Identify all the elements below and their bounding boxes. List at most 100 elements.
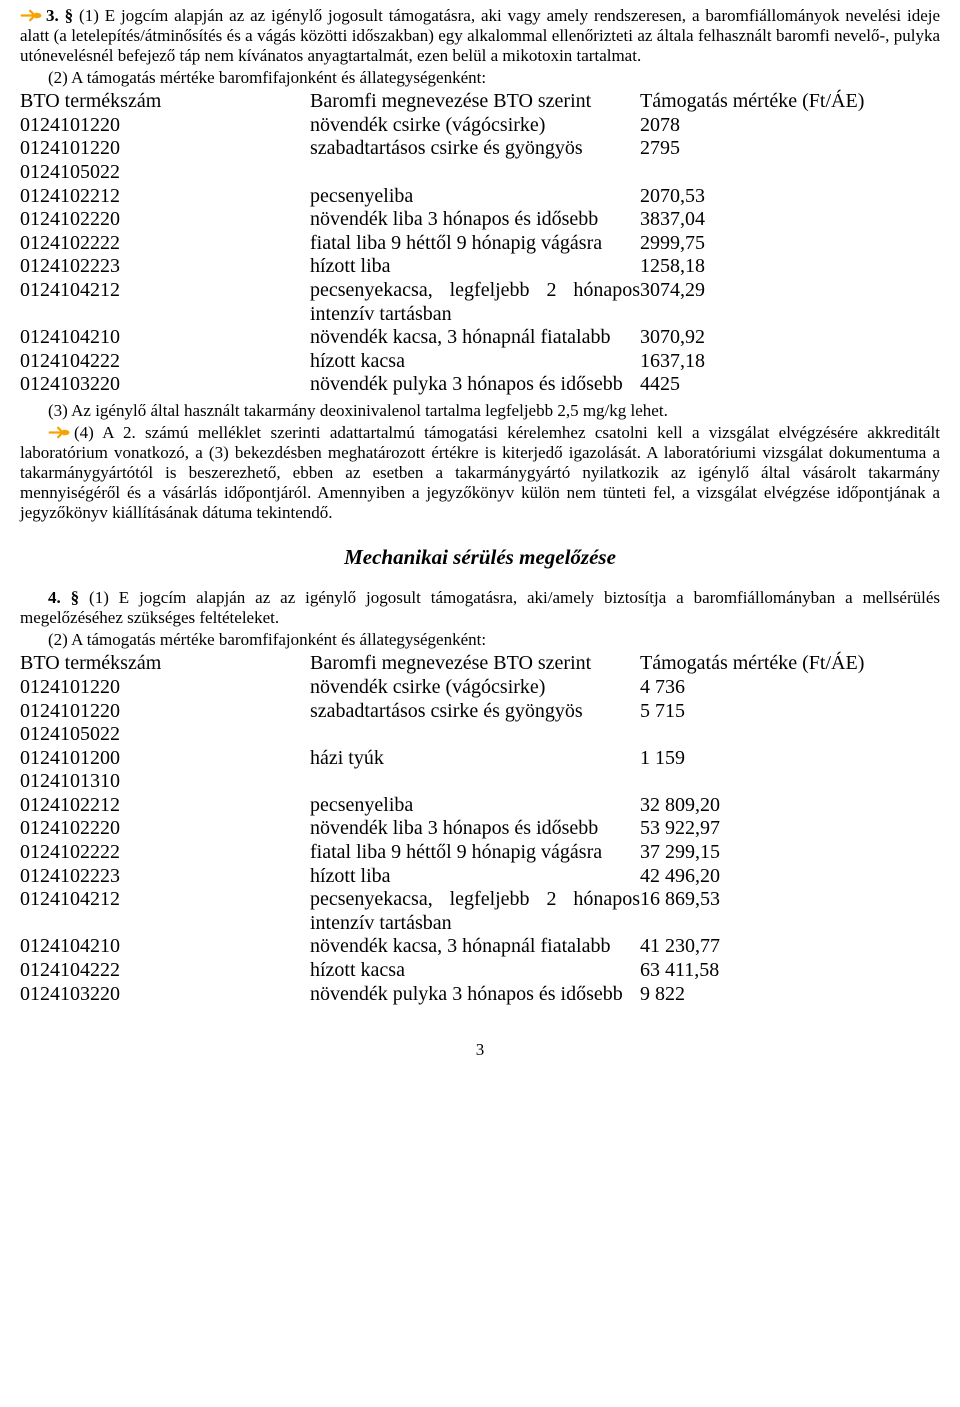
table-row: 0124102223hízott liba42 496,20 bbox=[20, 865, 940, 889]
cell-code: 0124102222 bbox=[20, 841, 310, 865]
para-3-1: 3. § (1) E jogcím alapján az az igénylő … bbox=[20, 6, 940, 66]
para-3-lead: 3. § bbox=[46, 6, 73, 25]
cell-name: növendék pulyka 3 hónapos és idősebb bbox=[310, 983, 640, 1007]
table-row: 0124104212pecsenyekacsa, legfeljebb 2 hó… bbox=[20, 888, 940, 935]
table-row: 0124104210növendék kacsa, 3 hónapnál fia… bbox=[20, 326, 940, 350]
cell-amount: 1 159 bbox=[640, 747, 940, 794]
table-2-h3: Támogatás mértéke (Ft/ÁE) bbox=[640, 652, 940, 676]
hand-icon bbox=[48, 425, 74, 440]
table-row: 0124104222hízott kacsa1637,18 bbox=[20, 350, 940, 374]
para-4-2: (2) A támogatás mértéke baromfifajonként… bbox=[20, 630, 940, 650]
cell-name: növendék liba 3 hónapos és idősebb bbox=[310, 817, 640, 841]
table-row: 0124104222hízott kacsa63 411,58 bbox=[20, 959, 940, 983]
table-row: 0124101220 0124105022szabadtartásos csir… bbox=[20, 137, 940, 184]
para-3-3: (3) Az igénylő által használt takarmány … bbox=[20, 401, 940, 421]
cell-name: növendék kacsa, 3 hónapnál fiatalabb bbox=[310, 935, 640, 959]
cell-code: 0124101200 0124101310 bbox=[20, 747, 310, 794]
cell-code: 0124102212 bbox=[20, 794, 310, 818]
table-2-h2: Baromfi megnevezése BTO szerint bbox=[310, 652, 640, 676]
table-1-h2: Baromfi megnevezése BTO szerint bbox=[310, 90, 640, 114]
table-2-header: BTO termékszám Baromfi megnevezése BTO s… bbox=[20, 652, 940, 676]
table-2: BTO termékszám Baromfi megnevezése BTO s… bbox=[20, 652, 940, 1006]
cell-amount: 3837,04 bbox=[640, 208, 940, 232]
table-row: 0124102222fiatal liba 9 héttől 9 hónapig… bbox=[20, 232, 940, 256]
cell-amount: 5 715 bbox=[640, 700, 940, 747]
cell-code: 0124101220 0124105022 bbox=[20, 137, 310, 184]
table-2-body: 0124101220növendék csirke (vágócsirke)4 … bbox=[20, 676, 940, 1006]
cell-amount: 9 822 bbox=[640, 983, 940, 1007]
cell-amount: 4425 bbox=[640, 373, 940, 397]
cell-amount: 2795 bbox=[640, 137, 940, 184]
cell-code: 0124103220 bbox=[20, 983, 310, 1007]
para-3-4: (4) A 2. számú melléklet szerinti adatta… bbox=[20, 423, 940, 523]
table-row: 0124102220növendék liba 3 hónapos és idő… bbox=[20, 817, 940, 841]
cell-code: 0124104212 bbox=[20, 279, 310, 326]
cell-code: 0124101220 0124105022 bbox=[20, 700, 310, 747]
cell-name: növendék liba 3 hónapos és idősebb bbox=[310, 208, 640, 232]
cell-amount: 2078 bbox=[640, 114, 940, 138]
cell-amount: 1637,18 bbox=[640, 350, 940, 374]
cell-code: 0124104222 bbox=[20, 959, 310, 983]
para-3-4-text: (4) A 2. számú melléklet szerinti adatta… bbox=[20, 423, 940, 522]
cell-code: 0124104212 bbox=[20, 888, 310, 935]
cell-code: 0124102212 bbox=[20, 185, 310, 209]
cell-name: növendék csirke (vágócsirke) bbox=[310, 676, 640, 700]
cell-amount: 53 922,97 bbox=[640, 817, 940, 841]
table-1-header: BTO termékszám Baromfi megnevezése BTO s… bbox=[20, 90, 940, 114]
table-row: 0124102220növendék liba 3 hónapos és idő… bbox=[20, 208, 940, 232]
hand-icon bbox=[20, 8, 46, 23]
cell-amount: 2070,53 bbox=[640, 185, 940, 209]
table-row: 0124103220növendék pulyka 3 hónapos és i… bbox=[20, 373, 940, 397]
table-row: 0124103220növendék pulyka 3 hónapos és i… bbox=[20, 983, 940, 1007]
cell-code: 0124101220 bbox=[20, 114, 310, 138]
cell-name: pecsenyekacsa, legfeljebb 2 hónapos inte… bbox=[310, 279, 640, 326]
table-row: 0124101220növendék csirke (vágócsirke)20… bbox=[20, 114, 940, 138]
table-row: 0124104210növendék kacsa, 3 hónapnál fia… bbox=[20, 935, 940, 959]
cell-code: 0124103220 bbox=[20, 373, 310, 397]
cell-code: 0124104210 bbox=[20, 935, 310, 959]
cell-amount: 63 411,58 bbox=[640, 959, 940, 983]
cell-name: hízott liba bbox=[310, 255, 640, 279]
table-2-h1: BTO termékszám bbox=[20, 652, 310, 676]
cell-code: 0124102220 bbox=[20, 208, 310, 232]
cell-name: növendék pulyka 3 hónapos és idősebb bbox=[310, 373, 640, 397]
cell-name: hízott kacsa bbox=[310, 959, 640, 983]
cell-code: 0124104222 bbox=[20, 350, 310, 374]
cell-code: 0124104210 bbox=[20, 326, 310, 350]
cell-amount: 2999,75 bbox=[640, 232, 940, 256]
cell-code: 0124101220 bbox=[20, 676, 310, 700]
cell-name: növendék csirke (vágócsirke) bbox=[310, 114, 640, 138]
cell-code: 0124102220 bbox=[20, 817, 310, 841]
table-row: 0124102212pecsenyeliba32 809,20 bbox=[20, 794, 940, 818]
cell-name: fiatal liba 9 héttől 9 hónapig vágásra bbox=[310, 232, 640, 256]
para-4-text: (1) E jogcím alapján az az igénylő jogos… bbox=[20, 588, 940, 627]
table-row: 0124102222fiatal liba 9 héttől 9 hónapig… bbox=[20, 841, 940, 865]
cell-name: fiatal liba 9 héttől 9 hónapig vágásra bbox=[310, 841, 640, 865]
cell-amount: 4 736 bbox=[640, 676, 940, 700]
table-1-h3: Támogatás mértéke (Ft/ÁE) bbox=[640, 90, 940, 114]
cell-name: pecsenyeliba bbox=[310, 185, 640, 209]
table-1-body: 0124101220növendék csirke (vágócsirke)20… bbox=[20, 114, 940, 397]
cell-amount: 42 496,20 bbox=[640, 865, 940, 889]
cell-code: 0124102223 bbox=[20, 255, 310, 279]
cell-name: pecsenyeliba bbox=[310, 794, 640, 818]
table-1-h1: BTO termékszám bbox=[20, 90, 310, 114]
cell-amount: 3070,92 bbox=[640, 326, 940, 350]
page: 3. § (1) E jogcím alapján az az igénylő … bbox=[0, 0, 960, 1090]
cell-amount: 41 230,77 bbox=[640, 935, 940, 959]
cell-name: hízott kacsa bbox=[310, 350, 640, 374]
cell-code: 0124102223 bbox=[20, 865, 310, 889]
table-row: 0124102212pecsenyeliba2070,53 bbox=[20, 185, 940, 209]
cell-amount: 32 809,20 bbox=[640, 794, 940, 818]
cell-amount: 1258,18 bbox=[640, 255, 940, 279]
section-2-title: Mechanikai sérülés megelőzése bbox=[20, 545, 940, 570]
page-number: 3 bbox=[20, 1040, 940, 1060]
table-row: 0124101220növendék csirke (vágócsirke)4 … bbox=[20, 676, 940, 700]
cell-amount: 16 869,53 bbox=[640, 888, 940, 935]
cell-name: szabadtartásos csirke és gyöngyös bbox=[310, 700, 640, 747]
cell-name: pecsenyekacsa, legfeljebb 2 hónapos inte… bbox=[310, 888, 640, 935]
para-3-2: (2) A támogatás mértéke baromfifajonként… bbox=[20, 68, 940, 88]
cell-amount: 37 299,15 bbox=[640, 841, 940, 865]
para-4-lead: 4. § bbox=[48, 588, 79, 607]
table-row: 0124102223hízott liba1258,18 bbox=[20, 255, 940, 279]
